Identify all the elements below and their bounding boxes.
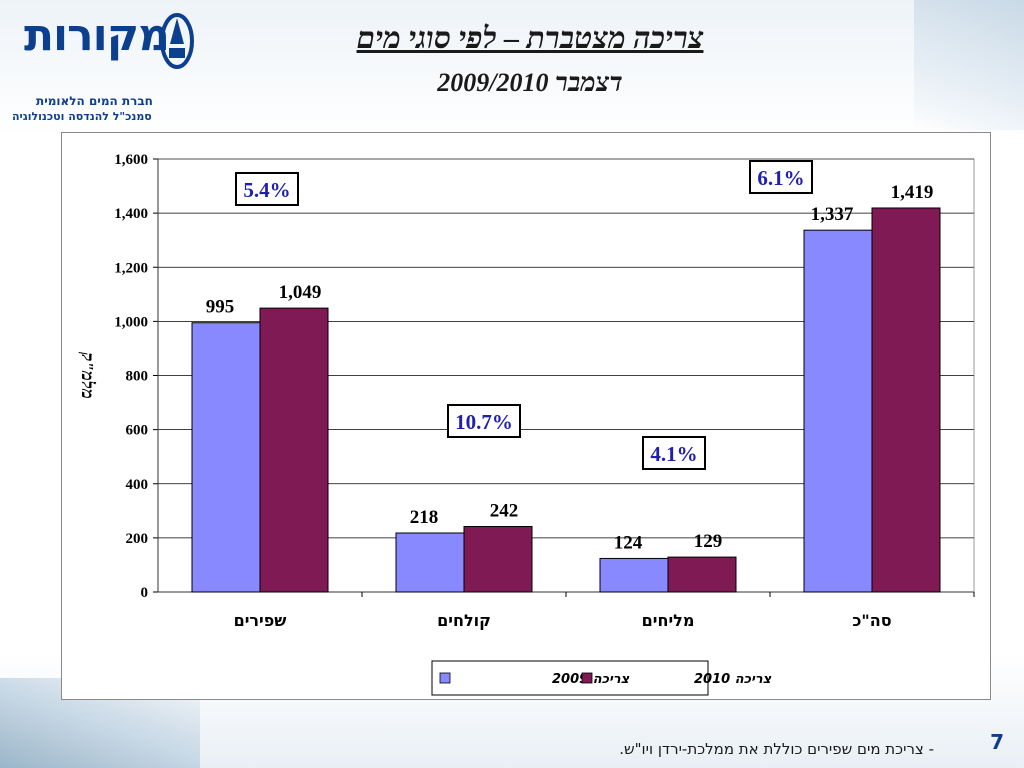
data-label: 995	[206, 297, 235, 318]
legend	[431, 660, 709, 696]
company-logo: מקורות חברת המים הלאומית סמנכ"ל להנדסה ו…	[8, 6, 194, 123]
y-tick-label: 1,000	[114, 314, 148, 330]
x-tick-label: סה"כ	[852, 611, 891, 630]
data-label: 242	[490, 501, 519, 522]
page-subtitle: דצמבר 2009/2010	[437, 68, 623, 97]
y-tick-label: 400	[126, 477, 149, 493]
data-label: 1,419	[891, 182, 934, 203]
chart-container: 0 200 400 600 800 1,000 1,200 1,400 1,600 מלמ"ק 99…	[61, 132, 991, 700]
logo-subtitle-1: חברת המים הלאומית	[36, 94, 153, 108]
y-tick-label: 800	[126, 369, 149, 385]
bar	[395, 532, 465, 593]
background-photo-right	[914, 0, 1024, 130]
legend-swatch	[439, 672, 451, 684]
bar	[191, 322, 261, 593]
pct-change-box	[749, 160, 813, 194]
pct-change-label: 5.4%	[243, 178, 290, 202]
data-label: 1,337	[811, 204, 854, 225]
logo-name: מקורות	[24, 10, 170, 61]
y-tick-label: 200	[126, 531, 149, 547]
x-tick-label: קולחים	[437, 611, 491, 630]
pct-change-box	[642, 436, 706, 470]
bar	[259, 307, 329, 593]
y-tick-label: 1,200	[114, 260, 148, 276]
pct-change-label: 6.1%	[757, 166, 804, 190]
page-number: 7	[990, 730, 1004, 754]
pct-change-box	[447, 404, 521, 438]
y-axis-label: מלמ"ק	[78, 351, 97, 399]
y-tick-label: 1,400	[114, 206, 148, 222]
data-label: 1,049	[279, 282, 322, 303]
pct-change-box	[235, 172, 299, 206]
legend-label: צריכה 2010	[694, 672, 772, 687]
pct-change-label: 4.1%	[650, 442, 697, 466]
data-label: 124	[614, 532, 643, 553]
pct-change-label: 10.7%	[455, 410, 513, 434]
bar	[599, 557, 669, 593]
y-tick-label: 600	[126, 423, 149, 439]
legend-swatch	[581, 672, 593, 684]
bar	[871, 207, 941, 593]
logo-emblem-icon	[160, 13, 194, 69]
data-label: 129	[694, 531, 723, 552]
bar	[667, 556, 737, 593]
data-label: 218	[410, 507, 439, 528]
page-title: צריכה מצטברת – לפי סוגי מים	[356, 22, 704, 55]
bar-chart: 0 200 400 600 800 1,000 1,200 1,400 1,600 מלמ"ק 99…	[78, 152, 975, 696]
logo-subtitle-2: סמנכ"ל להנדסה וטכנולוגיה	[12, 110, 152, 123]
x-tick-label: שפירים	[234, 611, 287, 630]
y-tick-label: 1,600	[114, 152, 148, 168]
footnote: - צריכת מים שפירים כוללת את ממלכת-ירדן ו…	[619, 740, 934, 758]
bar	[463, 526, 533, 593]
bar	[803, 229, 873, 593]
y-tick-label: 0	[141, 585, 149, 601]
x-tick-label: מליחים	[642, 611, 695, 630]
